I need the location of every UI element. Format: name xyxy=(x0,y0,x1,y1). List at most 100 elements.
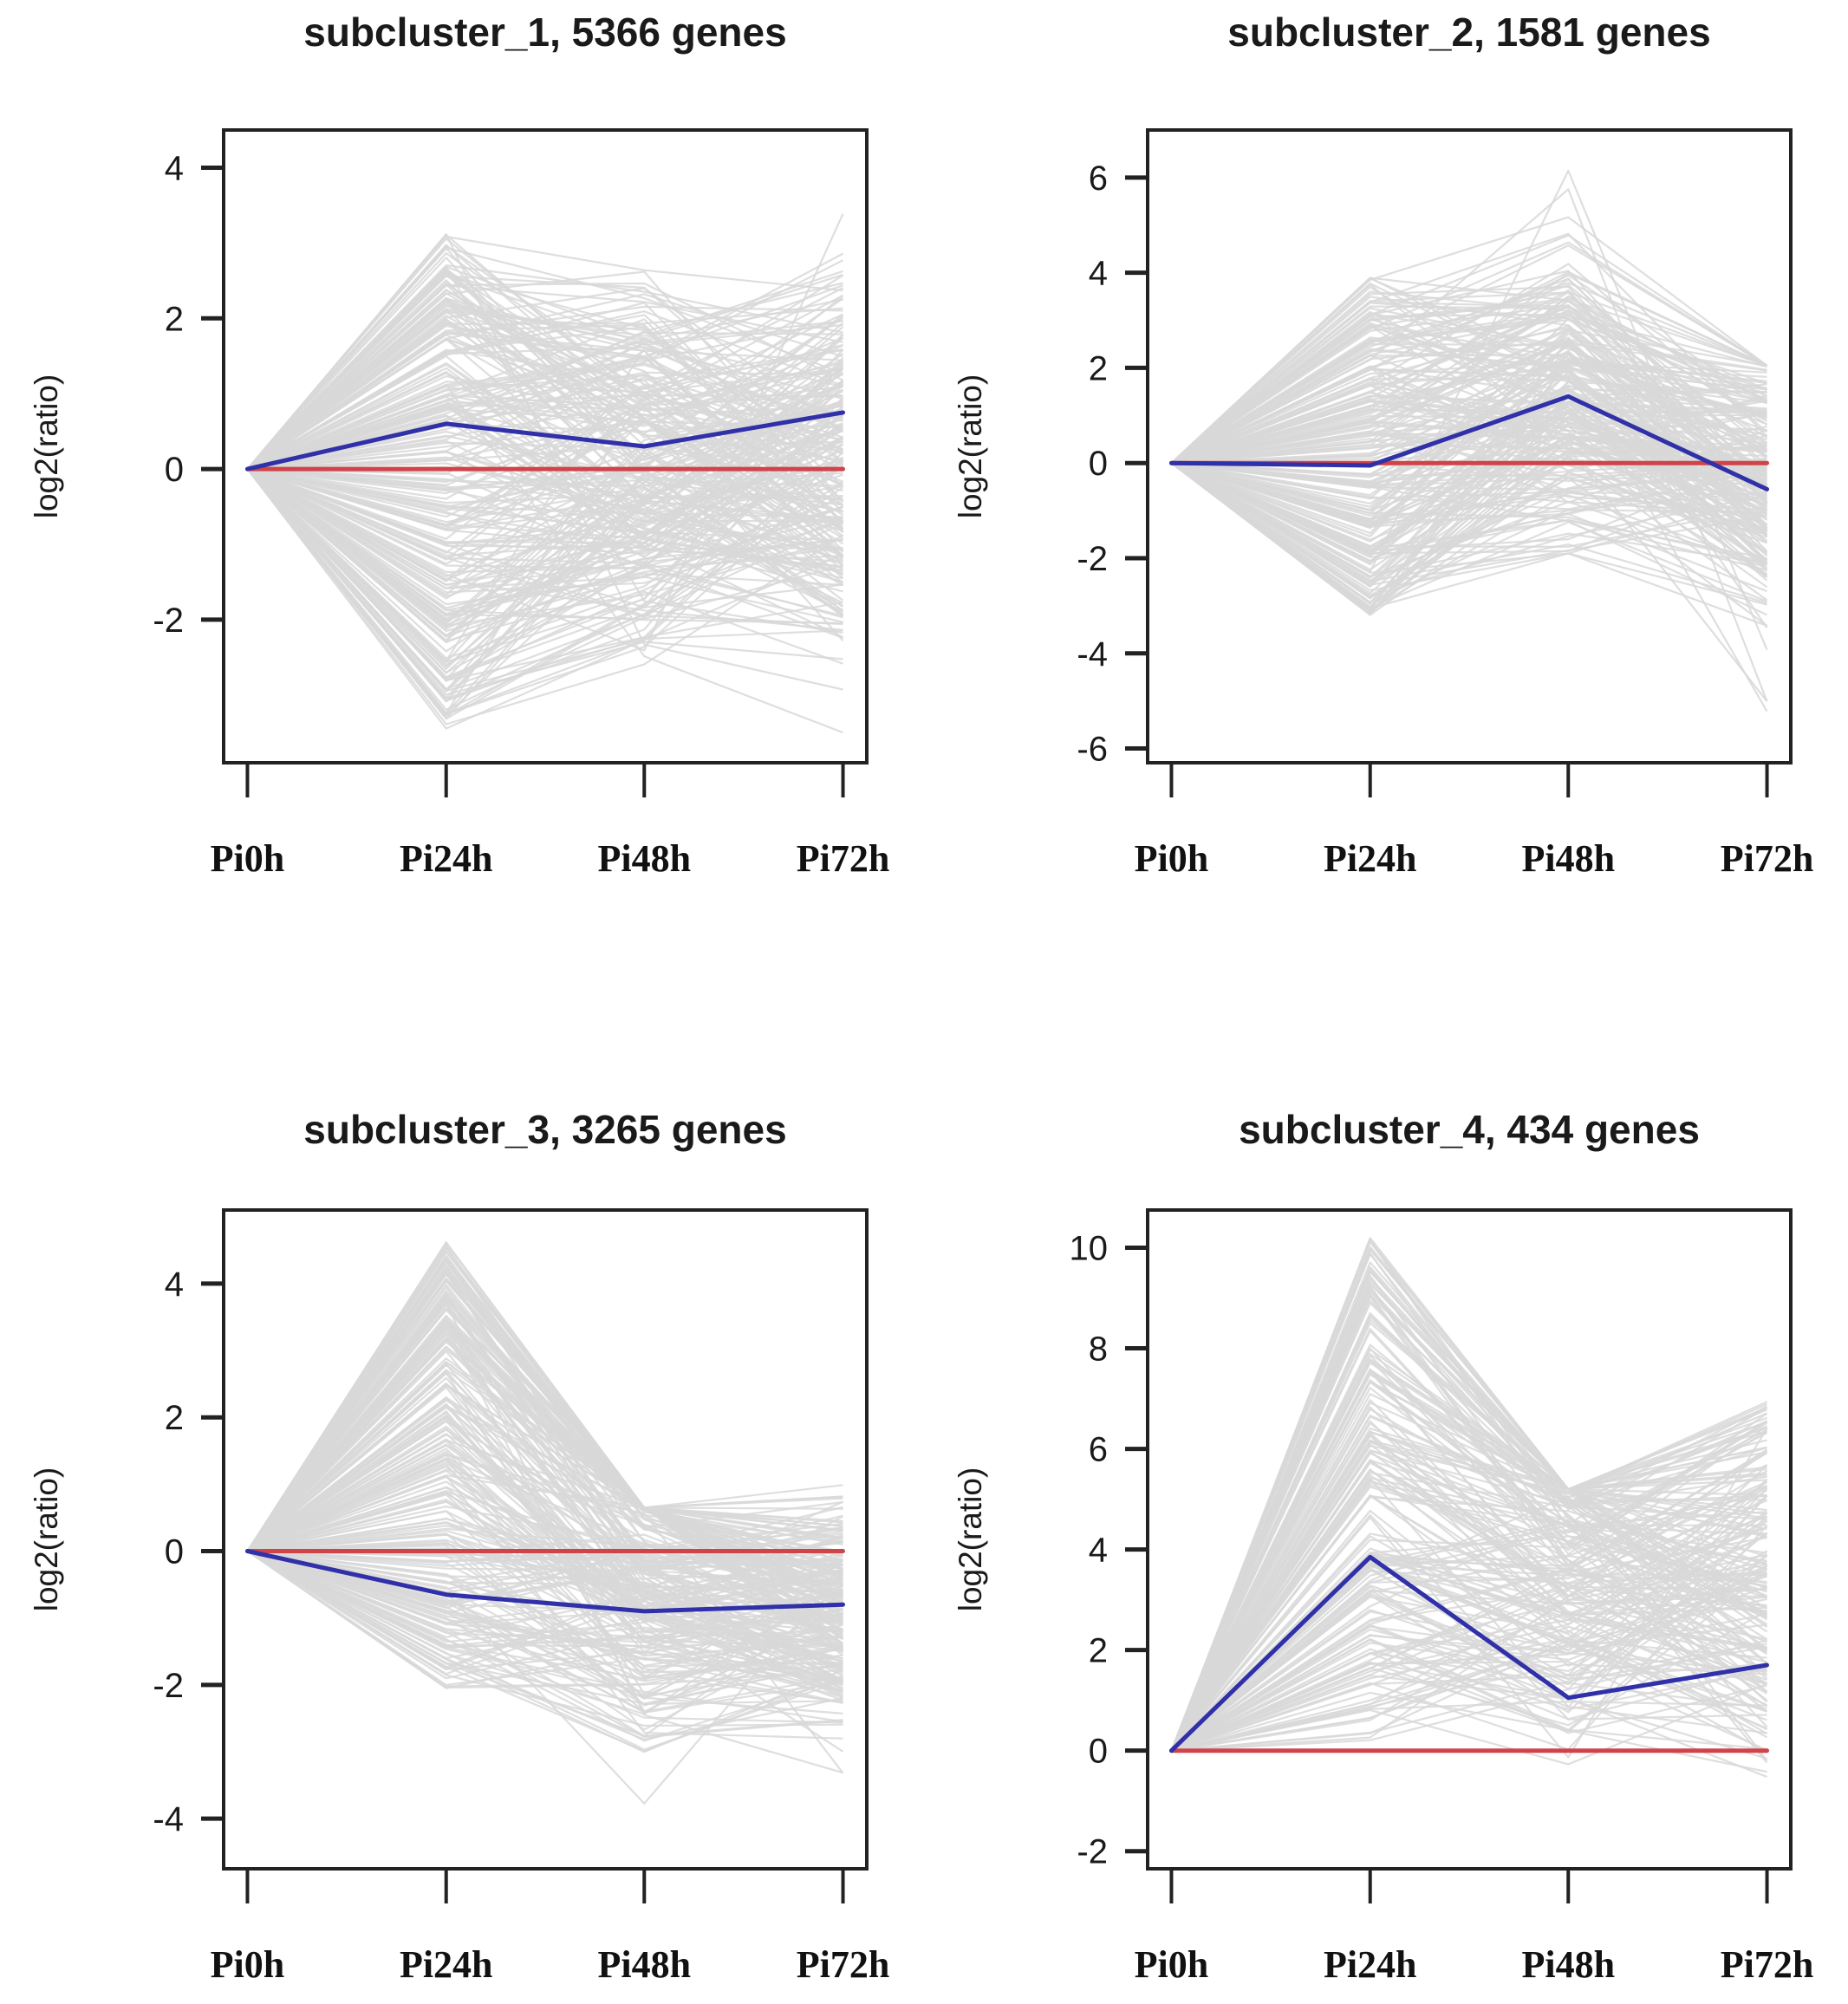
gene-line xyxy=(1171,383,1767,467)
x-tick-label: Pi48h xyxy=(1521,1943,1615,1986)
panel-subcluster-3: subcluster_3, 3265 genes -4 -2 0 2 4 Pi0h Pi24… xyxy=(0,1002,924,2004)
gene-line xyxy=(246,468,843,730)
gene-line xyxy=(247,1468,844,1774)
gene-line xyxy=(1170,1459,1767,1752)
gene-line xyxy=(1170,290,1767,465)
gene-line xyxy=(246,302,844,506)
gene-line xyxy=(247,326,844,504)
gene-line xyxy=(1170,234,1768,465)
gene-line xyxy=(1170,1252,1767,1752)
y-tick-label: 8 xyxy=(1089,1331,1108,1369)
mean-profile-line xyxy=(245,1549,845,1614)
x-tick-label: Pi0h xyxy=(211,837,285,880)
gene-line xyxy=(1170,1430,1768,1752)
mean-profile-line xyxy=(1169,394,1769,491)
gene-line xyxy=(246,244,844,641)
gene-line xyxy=(247,338,843,471)
gene-line xyxy=(246,247,844,470)
x-tick-label: Pi0h xyxy=(211,1943,285,1986)
gene-line xyxy=(1171,361,1767,465)
y-axis-label: log2(ratio) xyxy=(953,1467,988,1612)
gene-line xyxy=(1170,1638,1767,1752)
gene-line xyxy=(1171,398,1767,532)
gray-gene-lines xyxy=(1170,169,1768,712)
gene-line xyxy=(1170,462,1767,597)
gene-line xyxy=(1170,1648,1767,1752)
panel-title: subcluster_3, 3265 genes xyxy=(303,1107,787,1152)
gene-line xyxy=(1170,1277,1767,1752)
gene-line xyxy=(246,274,844,470)
gene-line xyxy=(246,468,844,702)
plot-box xyxy=(222,1208,869,1871)
gene-line xyxy=(1171,274,1768,465)
gene-line xyxy=(1170,400,1767,571)
gene-line xyxy=(1170,1434,1767,1752)
x-tick-label: Pi0h xyxy=(1135,837,1209,880)
gene-line xyxy=(247,1550,843,1742)
gene-line xyxy=(1170,1452,1767,1752)
y-tick-label: 0 xyxy=(165,1533,184,1571)
gene-line xyxy=(246,401,843,664)
gene-line xyxy=(247,1550,843,1649)
gene-line xyxy=(246,1372,843,1618)
gene-line xyxy=(246,367,843,596)
gene-line xyxy=(1170,462,1767,627)
gene-line xyxy=(247,1527,843,1573)
gene-line xyxy=(1170,1238,1767,1752)
gene-line xyxy=(1170,462,1767,616)
gene-line xyxy=(246,452,844,625)
gene-line xyxy=(246,1241,844,1656)
x-tick-label: Pi48h xyxy=(597,1943,691,1986)
y-tick-label: 2 xyxy=(1089,1632,1108,1670)
y-tick-label: 2 xyxy=(165,1399,184,1437)
gene-line xyxy=(246,284,843,471)
gene-line xyxy=(1171,403,1768,536)
gene-line xyxy=(247,428,844,549)
gene-line xyxy=(246,451,844,693)
x-tick-label: Pi72h xyxy=(797,837,890,880)
gene-line xyxy=(247,1550,843,1697)
gene-line xyxy=(1170,348,1767,465)
y-tick-label: 6 xyxy=(1089,1431,1108,1469)
gene-line xyxy=(1170,1348,1768,1752)
gene-line xyxy=(246,1337,844,1640)
gene-line xyxy=(247,368,843,486)
gene-line xyxy=(1170,1532,1768,1752)
gene-line xyxy=(247,468,843,569)
gene-line xyxy=(1170,1440,1767,1752)
y-axis-label: log2(ratio) xyxy=(29,374,64,519)
y-tick-label: 10 xyxy=(1070,1230,1109,1268)
subcluster-2-line-plot: -6 -4 -2 0 2 4 6 Pi0h Pi24h Pi48h Pi72h log2(ratio) xyxy=(953,128,1813,880)
gray-gene-lines xyxy=(1170,1237,1768,1779)
gene-line xyxy=(246,1309,844,1623)
y-axis-label: log2(ratio) xyxy=(29,1467,64,1612)
gene-line xyxy=(1171,1643,1767,1752)
gene-line xyxy=(247,334,844,531)
gene-line xyxy=(246,1251,843,1578)
panel-subcluster-4: subcluster_4, 434 genes -2 0 2 4 6 8 10 Pi0h Pi2… xyxy=(924,1002,1848,2004)
gene-line xyxy=(247,356,844,570)
gene-line xyxy=(1170,1528,1767,1752)
gene-line xyxy=(247,1550,843,1704)
gene-line xyxy=(1170,1401,1767,1752)
gray-gene-lines xyxy=(246,1241,844,1805)
y-tick-label: -4 xyxy=(1077,635,1108,673)
gene-line xyxy=(247,331,843,471)
y-tick-label: 0 xyxy=(1089,1733,1108,1771)
gene-line xyxy=(1171,1682,1767,1766)
y-axis-label: log2(ratio) xyxy=(953,374,988,519)
gene-line xyxy=(1171,358,1768,491)
gene-line xyxy=(1170,1628,1767,1752)
gene-line xyxy=(247,1550,843,1649)
plot-box xyxy=(222,128,869,765)
y-tick-label: -2 xyxy=(153,602,184,640)
y-tick-label: -2 xyxy=(1077,540,1108,578)
gene-line xyxy=(246,388,844,621)
y-tick-label: 2 xyxy=(165,300,184,338)
x-tick-label: Pi48h xyxy=(597,837,691,880)
gene-line xyxy=(1170,1500,1767,1752)
gene-line xyxy=(247,439,843,536)
gene-line xyxy=(246,1299,843,1584)
gene-line xyxy=(246,1350,843,1592)
